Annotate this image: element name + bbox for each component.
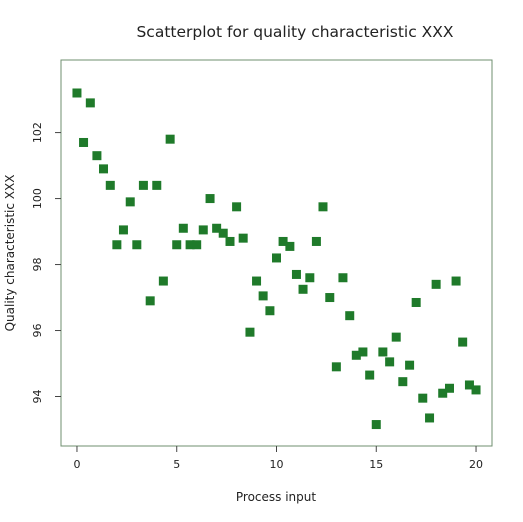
data-point xyxy=(418,393,428,403)
data-point xyxy=(398,377,408,387)
data-point xyxy=(238,233,248,243)
y-tick-label: 96 xyxy=(31,324,44,338)
x-tick-label: 0 xyxy=(73,458,80,471)
data-point xyxy=(378,347,388,357)
data-point xyxy=(112,240,122,250)
data-point xyxy=(165,134,175,144)
data-point xyxy=(152,180,162,190)
data-point xyxy=(99,164,109,174)
x-axis-label: Process input xyxy=(236,490,316,504)
x-tick-label: 10 xyxy=(270,458,284,471)
data-point xyxy=(458,337,468,347)
data-point xyxy=(265,306,275,316)
y-tick-label: 100 xyxy=(31,188,44,209)
data-point xyxy=(72,88,82,98)
x-tick-label: 5 xyxy=(173,458,180,471)
data-point xyxy=(172,240,182,250)
data-point xyxy=(212,223,222,233)
data-point xyxy=(438,388,448,398)
data-point xyxy=(451,276,461,286)
plot-frame xyxy=(60,59,493,447)
data-points xyxy=(72,88,481,430)
data-point xyxy=(285,241,295,251)
data-point xyxy=(391,332,401,342)
data-point xyxy=(198,225,208,235)
data-point xyxy=(331,362,341,372)
data-point xyxy=(205,194,215,204)
data-point xyxy=(258,291,268,301)
x-axis: 0 5 10 15 20 xyxy=(73,446,483,471)
data-point xyxy=(385,357,395,367)
data-point xyxy=(192,240,202,250)
data-point xyxy=(145,296,155,306)
data-point xyxy=(444,383,454,393)
data-point xyxy=(178,223,188,233)
data-point xyxy=(79,137,89,147)
data-point xyxy=(158,276,168,286)
x-tick-label: 15 xyxy=(369,458,383,471)
data-point xyxy=(138,180,148,190)
data-point xyxy=(358,347,368,357)
data-point xyxy=(218,228,228,238)
data-point xyxy=(118,225,128,235)
data-point xyxy=(305,273,315,283)
data-point xyxy=(252,276,262,286)
data-point xyxy=(425,413,435,423)
data-point xyxy=(365,370,375,380)
data-point xyxy=(464,380,474,390)
data-point xyxy=(225,236,235,246)
data-point xyxy=(245,327,255,337)
data-point xyxy=(85,98,95,108)
y-tick-label: 102 xyxy=(31,122,44,143)
data-point xyxy=(185,240,195,250)
data-point xyxy=(371,420,381,430)
data-point xyxy=(291,269,301,279)
data-point xyxy=(132,240,142,250)
data-point xyxy=(105,180,115,190)
data-point xyxy=(405,360,415,370)
data-point xyxy=(325,293,335,303)
data-point xyxy=(92,151,102,161)
y-tick-label: 98 xyxy=(31,258,44,272)
data-point xyxy=(471,385,481,395)
y-axis-label: Quality characteristic XXX xyxy=(3,175,17,332)
data-point xyxy=(298,284,308,294)
data-point xyxy=(318,202,328,212)
data-point xyxy=(431,279,441,289)
chart-title: Scatterplot for quality characteristic X… xyxy=(136,23,453,41)
data-point xyxy=(311,236,321,246)
data-point xyxy=(125,197,135,207)
data-point xyxy=(232,202,242,212)
data-point xyxy=(338,273,348,283)
data-point xyxy=(345,311,355,321)
x-tick-label: 20 xyxy=(469,458,483,471)
data-point xyxy=(278,236,288,246)
y-tick-label: 94 xyxy=(31,390,44,404)
data-point xyxy=(351,350,361,360)
data-point xyxy=(272,253,281,263)
data-point xyxy=(411,297,421,307)
y-axis: 94 96 98 100 102 xyxy=(31,122,61,404)
